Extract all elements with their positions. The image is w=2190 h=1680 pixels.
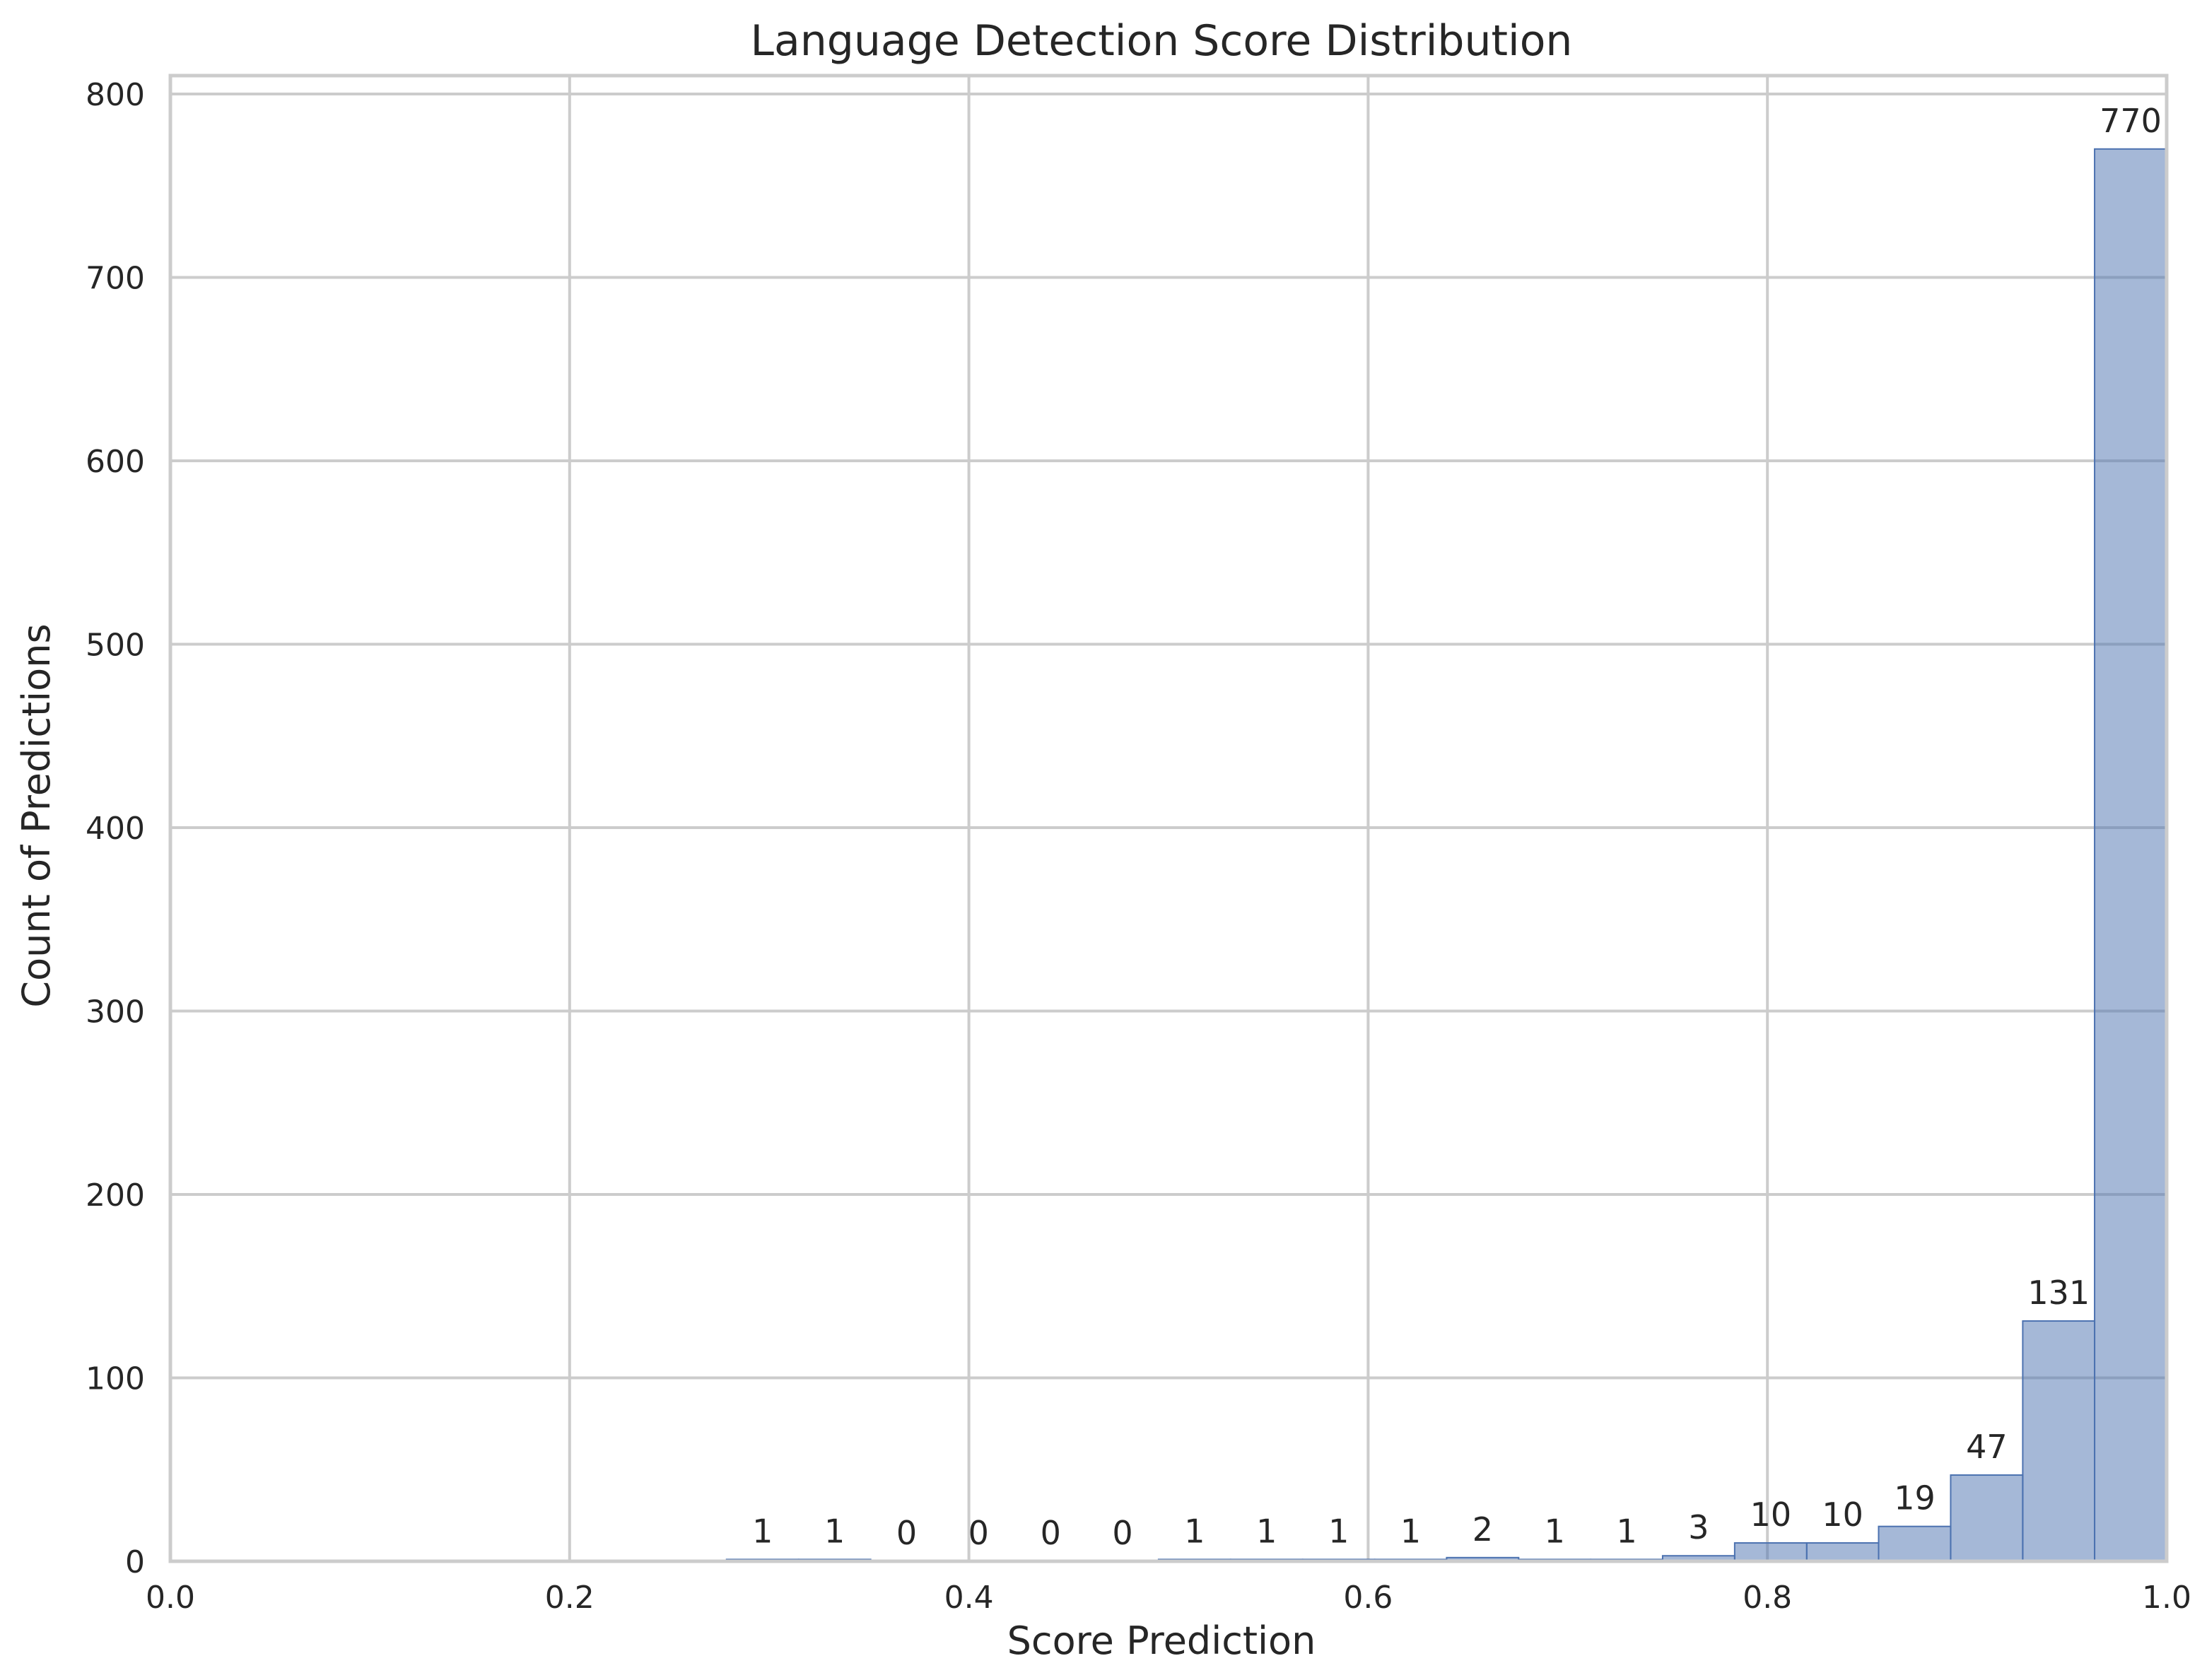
bar-count-label: 19 (1894, 1479, 1936, 1517)
plot-frame (168, 74, 2169, 1563)
histogram-bars (725, 148, 2168, 1563)
histogram-bar (2094, 148, 2168, 1562)
bar-count-label: 1 (752, 1512, 773, 1550)
histogram-bar (1950, 1474, 2024, 1562)
x-tick-label: 0.4 (944, 1580, 994, 1616)
bar-count-label: 0 (968, 1514, 989, 1552)
y-tick-label: 100 (86, 1361, 145, 1397)
bar-count-label: 131 (2027, 1274, 2090, 1312)
y-tick-label: 500 (86, 627, 145, 663)
bar-count-label: 1 (824, 1512, 845, 1550)
bar-count-label: 0 (1041, 1514, 1061, 1552)
histogram-bar (2022, 1320, 2096, 1562)
bar-count-label: 1 (1328, 1512, 1349, 1550)
bar-count-label: 1 (1545, 1512, 1565, 1550)
bar-count-label: 770 (2100, 102, 2162, 140)
y-tick-label: 300 (86, 994, 145, 1030)
y-tick-label: 400 (86, 811, 145, 847)
bar-count-label: 10 (1822, 1496, 1863, 1534)
bar-count-label: 1 (1256, 1512, 1277, 1550)
y-tick-labels: 0 100 200 300 400 500 600 700 800 (86, 77, 145, 1580)
y-tick-label: 800 (86, 77, 145, 113)
bar-count-label: 1 (1616, 1512, 1636, 1550)
x-tick-label: 0.8 (1743, 1580, 1792, 1616)
grid-lines (170, 76, 2167, 1561)
bar-count-label: 1 (1184, 1512, 1205, 1550)
histogram-bar (1878, 1525, 1952, 1563)
x-tick-label: 0.2 (545, 1580, 595, 1616)
histogram-bar (1805, 1542, 1880, 1562)
bar-count-label: 47 (1966, 1428, 2008, 1466)
histogram-bar (1733, 1542, 1808, 1562)
bar-count-label: 3 (1688, 1508, 1709, 1546)
x-tick-label: 0.0 (146, 1580, 195, 1616)
y-tick-label: 0 (125, 1544, 145, 1580)
bar-count-label: 0 (896, 1514, 917, 1552)
bar-count-label: 2 (1472, 1510, 1493, 1549)
bar-count-label: 10 (1750, 1496, 1792, 1534)
y-tick-label: 600 (86, 444, 145, 480)
x-tick-labels: 0.0 0.2 0.4 0.6 0.8 1.0 (146, 1580, 2190, 1616)
bar-count-label: 0 (1112, 1514, 1132, 1552)
x-tick-label: 1.0 (2142, 1580, 2190, 1616)
bar-count-label: 1 (1400, 1512, 1421, 1550)
y-tick-label: 200 (86, 1177, 145, 1214)
chart-title: Language Detection Score Distribution (751, 16, 1573, 66)
y-axis-label: Count of Predictions (14, 623, 59, 1007)
x-axis-label: Score Prediction (1007, 1619, 1316, 1663)
x-tick-label: 0.6 (1343, 1580, 1393, 1616)
y-tick-label: 700 (86, 260, 145, 296)
